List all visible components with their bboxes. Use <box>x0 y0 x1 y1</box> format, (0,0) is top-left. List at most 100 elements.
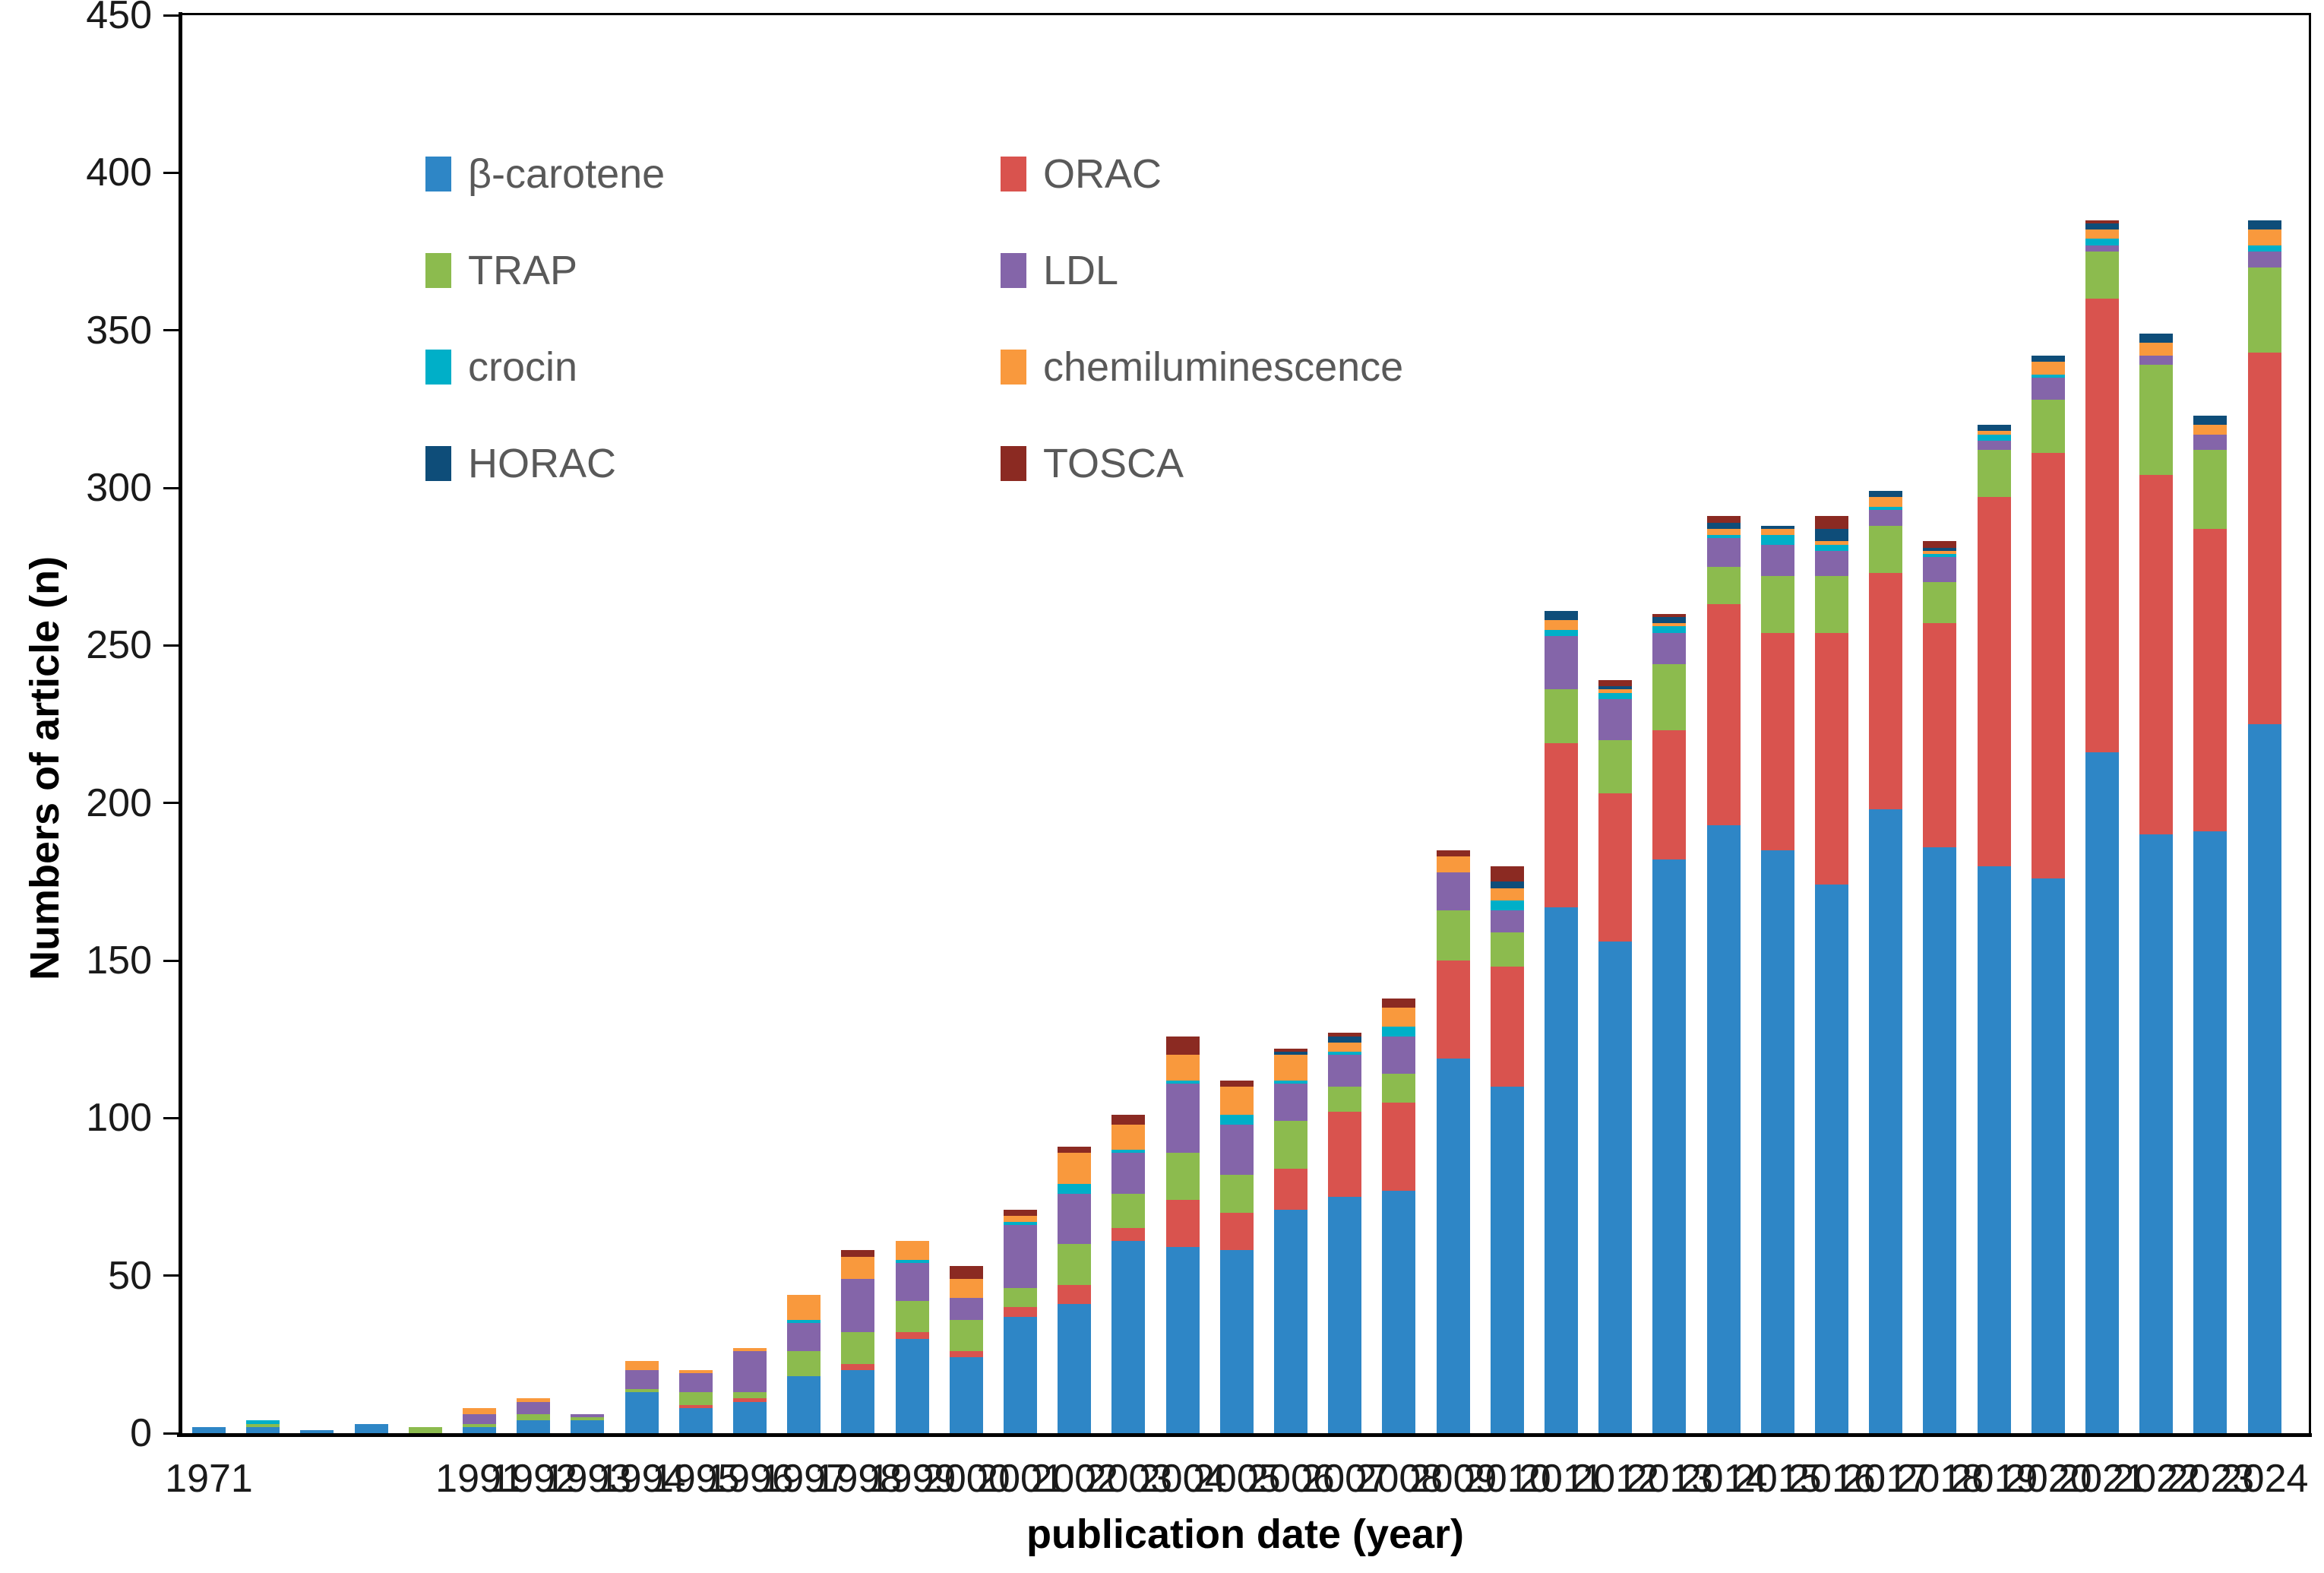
bar-2023-segment-ORAC <box>2193 528 2228 831</box>
bar-2006-segment-HORAC <box>1274 1052 1307 1056</box>
bar-1998-segment-ORAC <box>841 1363 875 1371</box>
bar-1998-segment-LDL <box>841 1278 875 1333</box>
bar-1997-segment-LDL <box>787 1322 821 1352</box>
bar-2015-segment-crocin <box>1760 535 1794 545</box>
bar-2016-segment-crocin <box>1815 544 1848 551</box>
bar-2004-segment-chemiluminescence <box>1165 1055 1200 1081</box>
bar-2011-segment-LDL <box>1545 635 1578 690</box>
bar-2022-segment-TRAP <box>2139 365 2174 476</box>
x-tick-label-2021: 2021 <box>2058 1457 2146 1501</box>
bar-2013-segment-LDL <box>1652 632 1687 665</box>
bar-2021-segment-β-carotene <box>2085 752 2119 1433</box>
bar-2005-segment-TRAP <box>1219 1174 1254 1213</box>
legend-label-crocin: crocin <box>468 344 578 390</box>
bar-2008-segment-crocin <box>1382 1027 1416 1037</box>
bar-2017-segment-chemiluminescence <box>1869 497 1903 507</box>
bar-2000-segment-ORAC <box>949 1351 983 1358</box>
legend-label-TRAP: TRAP <box>468 248 578 293</box>
x-tick-label-2009: 2009 <box>1409 1457 1497 1501</box>
x-tick-label-2017: 2017 <box>1842 1457 1930 1501</box>
bar-1996-segment-TRAP <box>733 1392 767 1399</box>
bar-2006-segment-LDL <box>1274 1083 1307 1122</box>
x-tick-label-2022: 2022 <box>2112 1457 2201 1501</box>
x-tick-label-2014: 2014 <box>1679 1457 1768 1501</box>
bar-2006-segment-TRAP <box>1274 1121 1307 1169</box>
bar-1999-segment-ORAC <box>895 1332 929 1339</box>
bar-2010-segment-TRAP <box>1490 932 1524 967</box>
bar-2008-segment-β-carotene <box>1382 1190 1416 1433</box>
bar-index-3-segment-β-carotene <box>354 1423 388 1433</box>
bar-2007-segment-TOSCA <box>1328 1033 1362 1037</box>
bar-1994-segment-TRAP <box>624 1388 659 1393</box>
bar-2003-segment-LDL <box>1111 1152 1146 1194</box>
bar-1993-segment-β-carotene <box>571 1420 605 1433</box>
bar-2018-segment-ORAC <box>1923 623 1957 847</box>
bar-index-1-segment-TRAP <box>246 1423 280 1427</box>
bar-2003-segment-crocin <box>1111 1149 1146 1153</box>
x-tick-label-2000: 2000 <box>922 1457 1010 1501</box>
y-tickmark-50 <box>163 1274 180 1277</box>
y-tickmark-250 <box>163 644 180 647</box>
bar-2004-segment-ORAC <box>1165 1200 1200 1248</box>
bar-2014-segment-β-carotene <box>1706 824 1741 1433</box>
bar-2024-segment-TRAP <box>2247 267 2281 353</box>
bar-2014-segment-TOSCA <box>1706 516 1741 523</box>
bar-2008-segment-LDL <box>1382 1036 1416 1075</box>
x-tick-label-2003: 2003 <box>1084 1457 1173 1501</box>
bar-2010-segment-LDL <box>1490 910 1524 932</box>
bar-2020-segment-TRAP <box>2031 399 2065 454</box>
bar-2005-segment-LDL <box>1219 1124 1254 1175</box>
bar-2010-segment-crocin <box>1490 900 1524 910</box>
bar-2012-segment-crocin <box>1598 692 1633 699</box>
bar-2022-segment-chemiluminescence <box>2139 343 2174 356</box>
bar-2005-segment-β-carotene <box>1219 1250 1254 1433</box>
bar-1995-segment-TRAP <box>678 1392 713 1405</box>
x-tick-label-2019: 2019 <box>1949 1457 2038 1501</box>
legend-item-HORAC: HORAC <box>425 440 616 487</box>
bar-2020-segment-ORAC <box>2031 453 2065 879</box>
bar-2015-segment-TRAP <box>1760 576 1794 633</box>
bar-2019-segment-HORAC <box>1977 425 2011 432</box>
y-tickmark-300 <box>163 486 180 489</box>
x-tick-label-2020: 2020 <box>2003 1457 2092 1501</box>
bar-2009-segment-ORAC <box>1436 961 1470 1059</box>
bar-2017-segment-HORAC <box>1869 491 1903 498</box>
bar-2018-segment-chemiluminescence <box>1923 550 1957 555</box>
bar-2001-segment-crocin <box>1004 1222 1037 1226</box>
bar-2017-segment-TRAP <box>1869 525 1903 573</box>
bar-2000-segment-LDL <box>949 1297 983 1320</box>
bar-2001-segment-β-carotene <box>1004 1316 1037 1433</box>
bar-2024-segment-chemiluminescence <box>2247 229 2281 245</box>
bar-2020-segment-crocin <box>2031 374 2065 378</box>
bar-2005-segment-ORAC <box>1219 1212 1254 1251</box>
x-axis-title: publication date (year) <box>1026 1511 1465 1557</box>
x-tick-label-2016: 2016 <box>1788 1457 1876 1501</box>
x-tick-label-2005: 2005 <box>1192 1457 1281 1501</box>
bar-2010-segment-HORAC <box>1490 881 1524 888</box>
bar-2002-segment-TRAP <box>1058 1244 1092 1286</box>
bar-2024-segment-crocin <box>2247 245 2281 252</box>
bar-2020-segment-β-carotene <box>2031 878 2065 1433</box>
bar-2012-segment-HORAC <box>1598 686 1633 690</box>
bar-2005-segment-crocin <box>1219 1115 1254 1125</box>
y-tickmark-400 <box>163 171 180 174</box>
bar-2012-segment-β-carotene <box>1598 942 1633 1433</box>
bar-2015-segment-ORAC <box>1760 632 1794 850</box>
bar-2012-segment-ORAC <box>1598 793 1633 942</box>
bar-2023-segment-chemiluminescence <box>2193 425 2228 435</box>
bar-1991-segment-chemiluminescence <box>463 1407 496 1415</box>
y-tickmark-150 <box>163 959 180 962</box>
bar-2018-segment-TOSCA <box>1923 541 1957 548</box>
y-tickmark-100 <box>163 1116 180 1119</box>
bar-2024-segment-ORAC <box>2247 352 2281 724</box>
legend-label-TOSCA: TOSCA <box>1043 441 1184 486</box>
bar-2013-segment-crocin <box>1652 626 1687 633</box>
bar-2021-segment-LDL <box>2085 245 2119 252</box>
bar-1996-segment-chemiluminescence <box>733 1348 767 1352</box>
legend-swatch-TOSCA <box>1001 446 1026 481</box>
bar-2015-segment-β-carotene <box>1760 850 1794 1433</box>
bar-1993-segment-TRAP <box>571 1417 605 1421</box>
bar-2002-segment-ORAC <box>1058 1285 1092 1304</box>
bar-2002-segment-chemiluminescence <box>1058 1152 1092 1185</box>
x-tick-label-2015: 2015 <box>1733 1457 1822 1501</box>
